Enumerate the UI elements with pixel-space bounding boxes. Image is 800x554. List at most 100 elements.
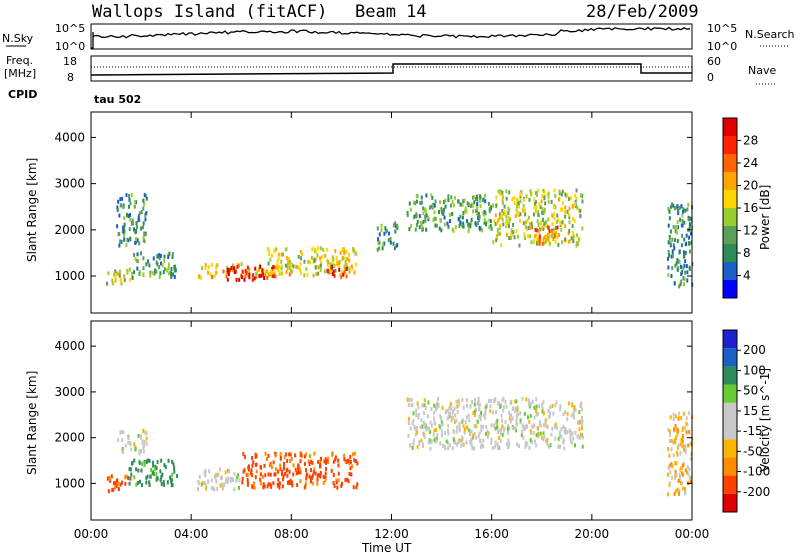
echo-cell [461, 222, 464, 227]
echo-cell [377, 237, 380, 242]
echo-cell [273, 271, 276, 276]
echo-cell [467, 226, 470, 231]
echo-cell [676, 432, 679, 437]
echo-cell [550, 432, 553, 437]
beam-title: Beam 14 [355, 2, 427, 22]
echo-cell [485, 424, 488, 429]
echo-cell [423, 424, 426, 429]
echo-cell [425, 213, 428, 218]
echo-cell [284, 247, 287, 252]
echo-cell [245, 270, 248, 275]
velocity-colorbar-label: Velocity [m s^-1] [758, 368, 772, 472]
echo-cell [680, 272, 683, 277]
echo-cell [349, 454, 352, 459]
echo-cell [566, 209, 569, 214]
echo-cell [557, 197, 560, 202]
echo-cell [139, 479, 142, 484]
echo-cell [668, 453, 671, 458]
echo-cell [533, 205, 536, 210]
echo-cell [420, 418, 423, 423]
echo-cell [685, 233, 688, 238]
echo-cell [539, 221, 542, 226]
echo-cell [344, 260, 347, 265]
echo-cell [524, 208, 527, 213]
echo-cell [494, 440, 497, 445]
echo-cell [470, 443, 473, 448]
echo-cell [269, 483, 272, 488]
echo-cell [409, 207, 412, 212]
echo-cell [427, 400, 430, 405]
echo-cell [243, 468, 246, 473]
echo-cell [533, 238, 536, 243]
echo-cell [459, 220, 462, 225]
echo-cell [129, 237, 132, 242]
echo-cell [169, 475, 172, 480]
echo-cell [537, 411, 540, 416]
echo-cell [226, 267, 229, 272]
echo-cell [673, 439, 676, 444]
echo-cell [667, 472, 670, 477]
echo-cell [276, 265, 279, 270]
echo-cell [224, 479, 227, 484]
echo-cell [396, 243, 399, 248]
echo-cell [270, 253, 273, 258]
echo-cell [509, 419, 512, 424]
echo-cell [498, 212, 501, 217]
echo-cell [118, 243, 121, 248]
echo-cell [669, 438, 672, 443]
echo-cell [246, 482, 249, 487]
echo-cell [680, 480, 683, 485]
echo-cell [238, 277, 241, 282]
echo-cell [111, 281, 114, 286]
echo-cell [130, 193, 133, 198]
echo-cell [428, 429, 431, 434]
echo-cell [344, 459, 347, 464]
echo-cell [354, 251, 357, 256]
echo-cell [122, 449, 125, 454]
echo-cell [487, 431, 490, 436]
echo-cell [263, 463, 266, 468]
echo-cell [672, 453, 675, 458]
echo-cell [545, 239, 548, 244]
echo-cell [123, 278, 126, 283]
echo-cell [516, 197, 519, 202]
echo-cell [235, 277, 238, 282]
echo-cell [348, 252, 351, 257]
echo-cell [277, 469, 280, 474]
echo-cell [215, 479, 218, 484]
echo-cell [516, 422, 519, 427]
echo-cell [478, 431, 481, 436]
echo-cell [572, 436, 575, 441]
echo-cell [319, 263, 322, 268]
echo-cell [535, 192, 538, 197]
echo-cell [416, 401, 419, 406]
echo-cell [553, 227, 556, 232]
echo-cell [207, 270, 210, 275]
echo-cell [436, 405, 439, 410]
echo-cell [147, 259, 150, 264]
echo-cell [141, 225, 144, 230]
echo-cell [319, 268, 322, 273]
echo-cell [469, 224, 472, 229]
echo-cell [673, 281, 676, 286]
echo-cell [534, 227, 537, 232]
echo-cell [128, 197, 131, 202]
colorbar-tick-label: 20 [743, 179, 758, 193]
echo-cell [126, 213, 129, 218]
echo-cell [487, 434, 490, 439]
echo-cell [413, 214, 416, 219]
echo-cell [510, 413, 513, 418]
echo-cell [682, 426, 685, 431]
echo-cell [497, 444, 500, 449]
echo-cell [500, 427, 503, 432]
echo-cell [523, 232, 526, 237]
echo-cell [144, 217, 147, 222]
echo-cell [455, 442, 458, 447]
echo-cell [685, 416, 688, 421]
echo-cell [288, 452, 291, 457]
echo-cell [198, 274, 201, 279]
echo-cell [243, 277, 246, 282]
echo-cell [516, 442, 519, 447]
echo-cell [438, 209, 441, 214]
echo-cell [494, 426, 497, 431]
